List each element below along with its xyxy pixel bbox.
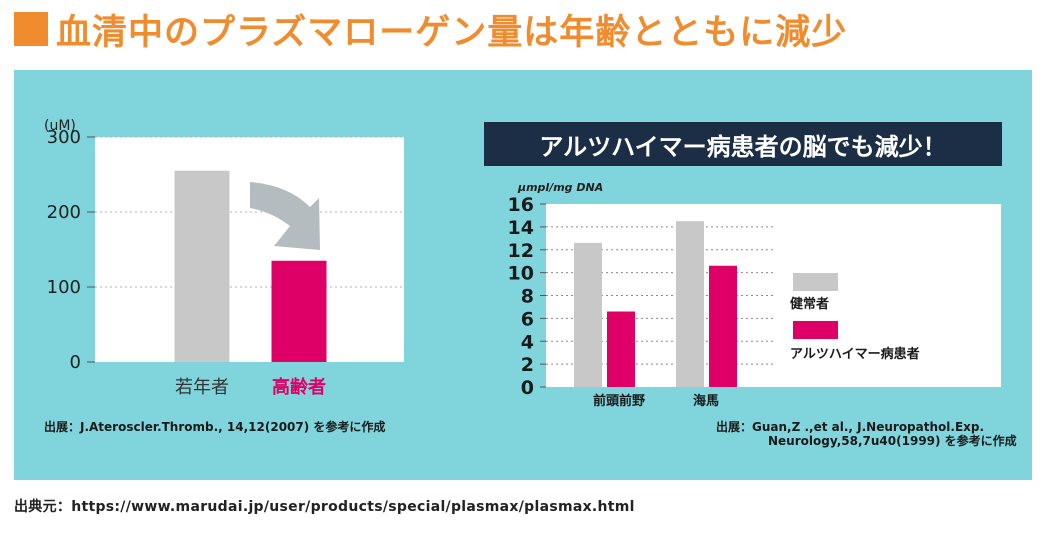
- left-y-tick-label: 100: [47, 277, 81, 298]
- left-category-label: 高齢者: [272, 376, 326, 398]
- right-source-note-line2: Neurology,58,7u40(1999) を参考に作成: [768, 434, 1017, 448]
- right-bar-1-2: [607, 311, 635, 387]
- chart-panel: 0 100 200 300 (uM) 若年者 高齢者 0 2 4 6 8 10 12 14 16 μmpl/mg…: [14, 70, 1032, 480]
- right-y-tick-label: 2: [521, 354, 534, 376]
- title-square-icon: [14, 12, 48, 46]
- left-bar-2: [271, 260, 327, 362]
- legend-swatch-healthy: [793, 273, 838, 291]
- decrease-arrow-icon: [250, 182, 320, 250]
- right-y-tick-label: 16: [508, 194, 534, 216]
- page-title: 血清中のプラズマローゲン量は年齢とともに減少: [14, 4, 847, 54]
- left-y-tick-label: 200: [47, 202, 81, 223]
- left-y-tick-label: 0: [70, 352, 81, 373]
- right-y-tick-label: 12: [508, 240, 534, 262]
- left-source-note: 出展：J.Ateroscler.Thromb., 14,12(2007) を参考…: [44, 420, 386, 434]
- right-y-tick-label: 8: [521, 286, 534, 308]
- right-y-axis-label: μmpl/mg DNA: [517, 181, 603, 194]
- legend-swatch-alzheimer: [793, 321, 838, 339]
- left-plot-area: [95, 137, 404, 362]
- left-bar-1: [174, 170, 230, 362]
- legend-label-healthy: 健常者: [790, 296, 829, 312]
- title-text: 血清中のプラズマローゲン量は年齢とともに減少: [56, 12, 848, 53]
- left-y-axis-label: (uM): [44, 118, 76, 134]
- banner: アルツハイマー病患者の脳でも減少！: [484, 122, 1002, 166]
- footer-source: 出典元：https://www.marudai.jp/user/products…: [14, 499, 635, 515]
- legend-label-alzheimer: アルツハイマー病患者: [790, 346, 920, 362]
- right-y-tick-label: 6: [521, 308, 534, 330]
- left-y-tick-label: 300: [47, 127, 81, 148]
- right-category-label: 前頭前野: [593, 393, 645, 409]
- right-source-note-line1: 出展：Guan,Z .,et al., J.Neuropathol.Exp.: [716, 420, 985, 434]
- right-bar-1-1: [574, 242, 602, 387]
- right-y-tick-label: 10: [508, 263, 534, 285]
- right-category-label: 海馬: [693, 393, 719, 409]
- right-y-tick-label: 4: [521, 331, 534, 353]
- right-y-tick-label: 0: [521, 377, 534, 399]
- left-category-label: 若年者: [175, 377, 229, 398]
- right-bar-2-1: [676, 221, 704, 387]
- right-bar-2-2: [709, 265, 737, 387]
- right-y-tick-label: 14: [508, 217, 534, 239]
